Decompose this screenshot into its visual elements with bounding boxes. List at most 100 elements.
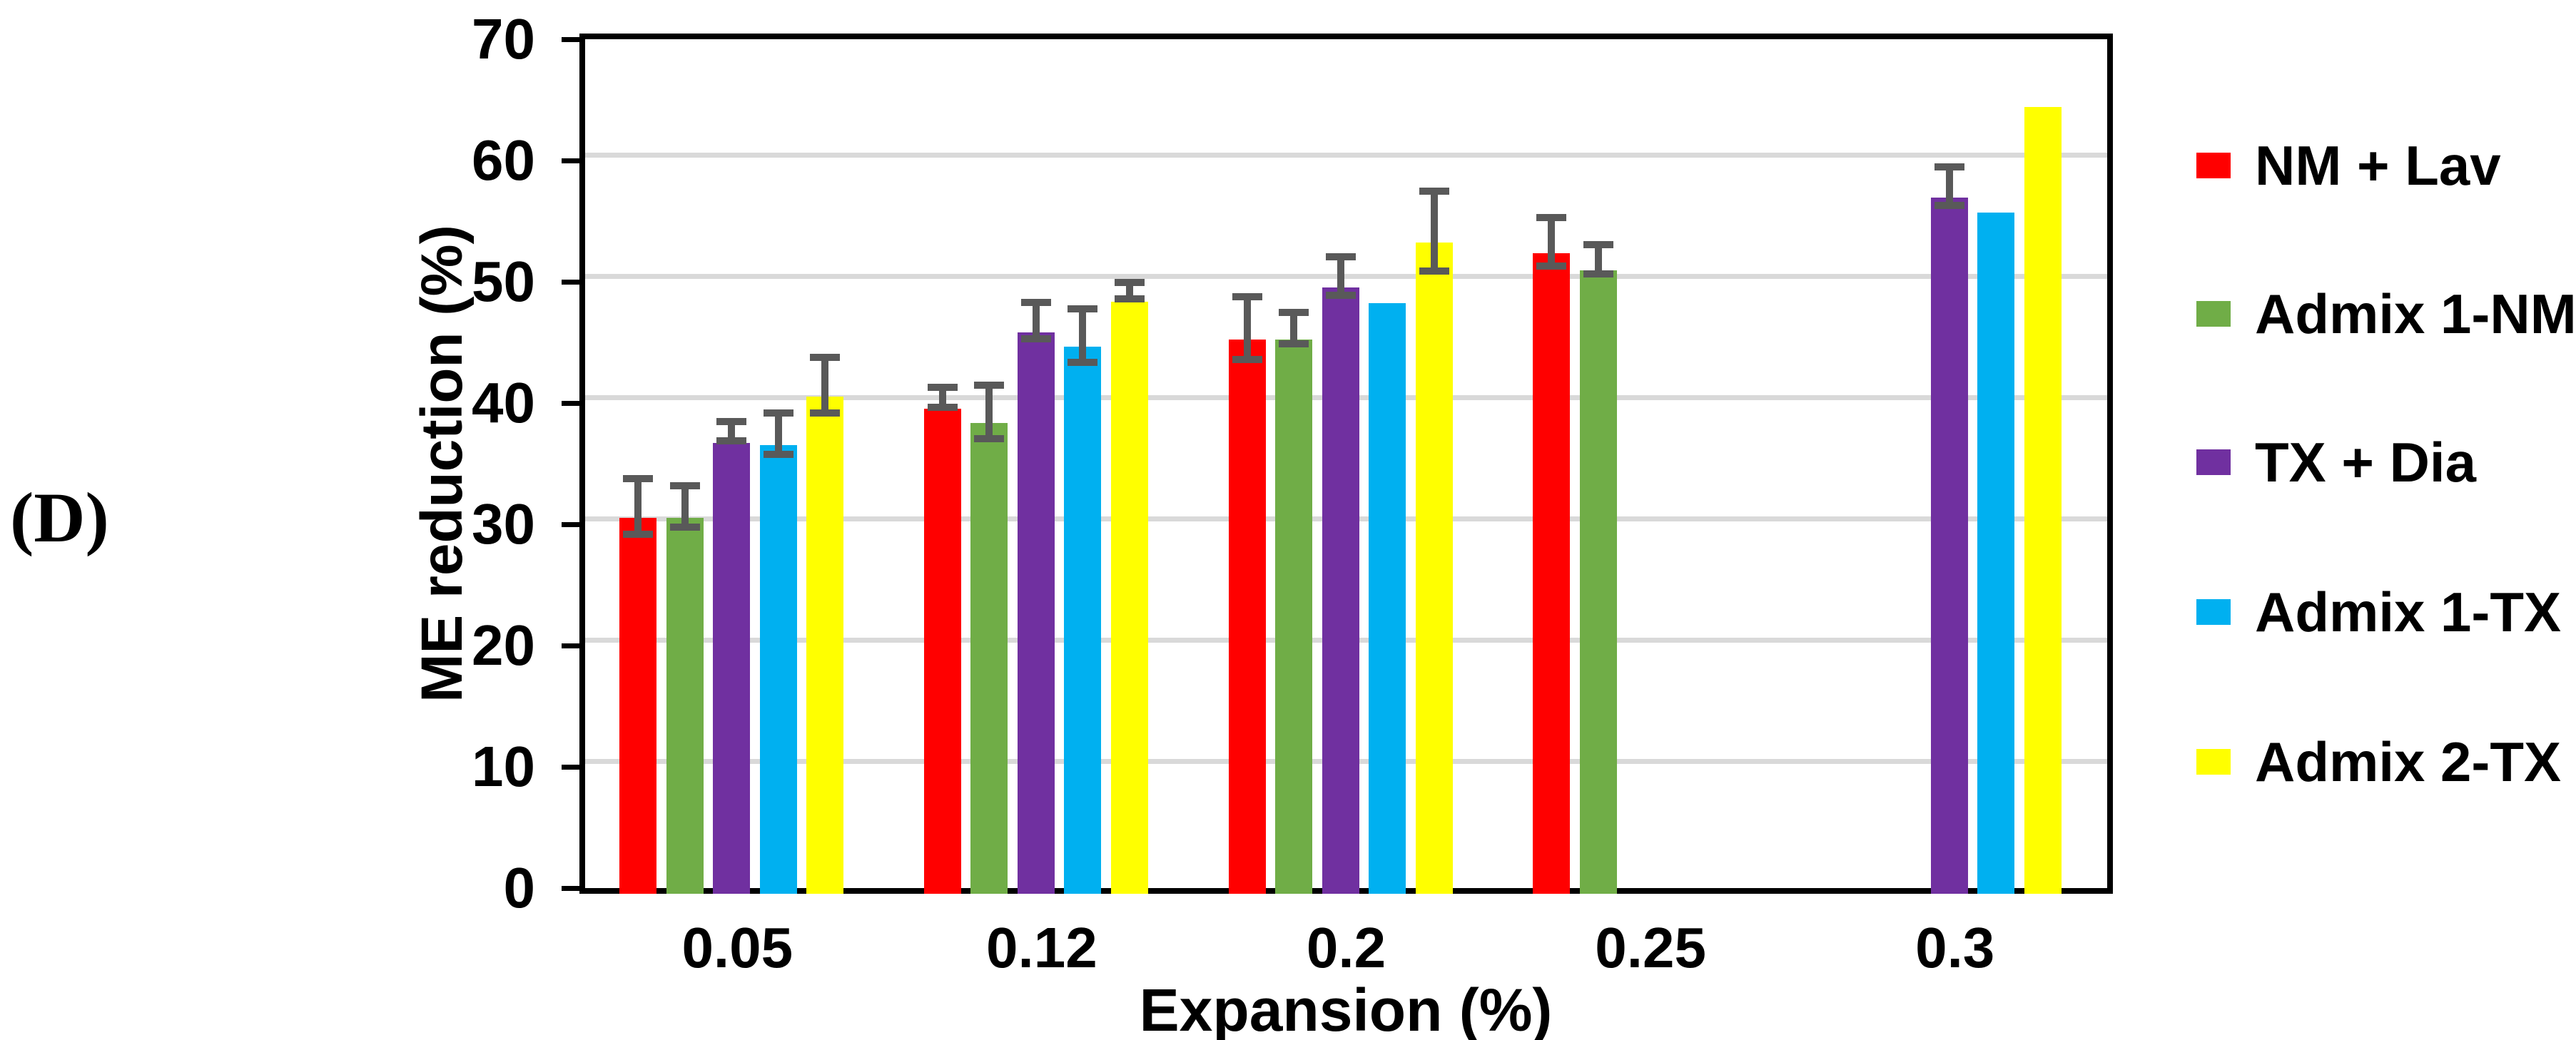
y-tick-label-10: 10 [472, 735, 535, 798]
error-bar-cap [669, 482, 700, 490]
legend-label: Admix 1-TX [2255, 581, 2562, 643]
error-bar [1125, 282, 1133, 300]
error-bar-cap [1325, 292, 1356, 300]
y-tick-label-30: 30 [472, 492, 535, 556]
y-tick-label-0: 0 [503, 856, 536, 919]
bar-admix-2-tx-0.05 [806, 397, 844, 894]
y-tick-50 [562, 280, 585, 285]
error-bar-cap [1279, 309, 1309, 316]
legend-label: TX + Dia [2255, 431, 2476, 494]
error-bar-cap [623, 474, 654, 482]
error-bar-cap [1068, 305, 1098, 312]
error-bar [1945, 167, 1953, 206]
y-tick-20 [562, 643, 585, 648]
error-bar-cap [974, 382, 1005, 389]
legend-swatch-admix-1-tx [2196, 599, 2231, 625]
error-bar-cap [763, 409, 793, 417]
error-bar-cap [810, 409, 841, 417]
error-bar-cap [927, 403, 958, 411]
error-bar-cap [1279, 340, 1309, 348]
error-bar [728, 422, 736, 442]
legend-swatch-admix-1-nm [2196, 301, 2231, 327]
error-bar [1430, 191, 1438, 272]
error-bar-cap [1232, 292, 1262, 300]
error-bar [1594, 244, 1602, 274]
error-bar-cap [1934, 202, 1964, 210]
bar-admix-2-tx-0.3 [2024, 106, 2062, 894]
error-bar-cap [1583, 240, 1613, 248]
legend-label: Admix 1-NM [2255, 282, 2576, 345]
error-bar-cap [1419, 188, 1449, 195]
bar-admix-1-nm-0.12 [970, 423, 1008, 894]
error-bar [985, 385, 993, 439]
bar-admix-1-tx-0.12 [1064, 347, 1102, 894]
legend-item-admix-2-tx: Admix 2-TX [2196, 730, 2562, 793]
bar-tx-dia-0.05 [713, 442, 751, 894]
legend-label: NM + Lav [2255, 134, 2501, 197]
error-bar-cap [716, 418, 747, 425]
bar-admix-2-tx-0.2 [1415, 243, 1453, 894]
error-bar-cap [1114, 295, 1145, 303]
legend-item-admix-1-nm: Admix 1-NM [2196, 282, 2576, 345]
error-bar [634, 478, 642, 535]
y-tick-60 [562, 158, 585, 163]
error-bar [1337, 256, 1344, 296]
legend: NM + Lav Admix 1-NM TX + Dia Admix 1-TX Admi… [2196, 0, 2576, 1040]
x-tick-label-0.3: 0.3 [1915, 916, 1995, 979]
error-bar [681, 486, 689, 527]
error-bar-cap [974, 434, 1005, 442]
bar-nm-lav-0.2 [1228, 340, 1266, 894]
y-tick-0 [562, 886, 585, 891]
legend-swatch-tx-dia [2196, 449, 2231, 475]
bar-admix-1-nm-0.05 [666, 518, 704, 894]
gridline-50 [585, 274, 2107, 279]
error-bar [1243, 296, 1251, 360]
error-bar-cap [1934, 163, 1964, 170]
legend-item-nm-lav: NM + Lav [2196, 134, 2501, 197]
error-bar-cap [1583, 270, 1613, 277]
legend-label: Admix 2-TX [2255, 730, 2562, 793]
bar-nm-lav-0.05 [619, 518, 657, 894]
error-bar-cap [1536, 262, 1567, 270]
bar-admix-1-tx-0.2 [1369, 303, 1406, 894]
panel-label: (D) [10, 478, 109, 557]
bar-nm-lav-0.12 [923, 409, 961, 894]
bar-tx-dia-0.2 [1322, 287, 1359, 894]
bar-admix-1-nm-0.2 [1275, 340, 1312, 894]
error-bar-cap [623, 531, 654, 539]
error-bar-cap [1114, 278, 1145, 286]
error-bar-cap [1020, 335, 1051, 343]
legend-swatch-admix-2-tx [2196, 749, 2231, 775]
y-tick-70 [562, 37, 585, 42]
y-tick-label-20: 20 [472, 613, 535, 677]
legend-item-admix-1-tx: Admix 1-TX [2196, 581, 2562, 643]
error-bar [774, 413, 782, 454]
x-tick-label-0.25: 0.25 [1595, 916, 1706, 979]
legend-swatch-nm-lav [2196, 153, 2231, 178]
error-bar [821, 357, 829, 414]
y-tick-40 [562, 401, 585, 406]
error-bar-cap [810, 353, 841, 361]
error-bar-cap [669, 523, 700, 531]
bar-admix-1-tx-0.05 [759, 445, 797, 894]
bar-admix-1-nm-0.25 [1579, 270, 1617, 894]
error-bar-cap [1325, 253, 1356, 260]
y-tick-label-40: 40 [472, 371, 535, 434]
error-bar [1032, 302, 1040, 340]
bar-tx-dia-0.3 [1930, 198, 1968, 894]
y-tick-label-60: 60 [472, 128, 535, 192]
y-tick-label-70: 70 [472, 7, 535, 71]
gridline-60 [585, 153, 2107, 158]
error-bar-cap [927, 384, 958, 392]
error-bar [1548, 218, 1556, 267]
error-bar-cap [1536, 214, 1567, 222]
bar-nm-lav-0.25 [1533, 253, 1571, 894]
error-bar-cap [1419, 267, 1449, 275]
error-bar-cap [763, 450, 793, 458]
x-tick-label-0.05: 0.05 [681, 916, 793, 979]
error-bar-cap [716, 437, 747, 445]
y-tick-30 [562, 522, 585, 527]
bar-admix-2-tx-0.12 [1110, 302, 1148, 894]
bar-tx-dia-0.12 [1017, 332, 1055, 894]
